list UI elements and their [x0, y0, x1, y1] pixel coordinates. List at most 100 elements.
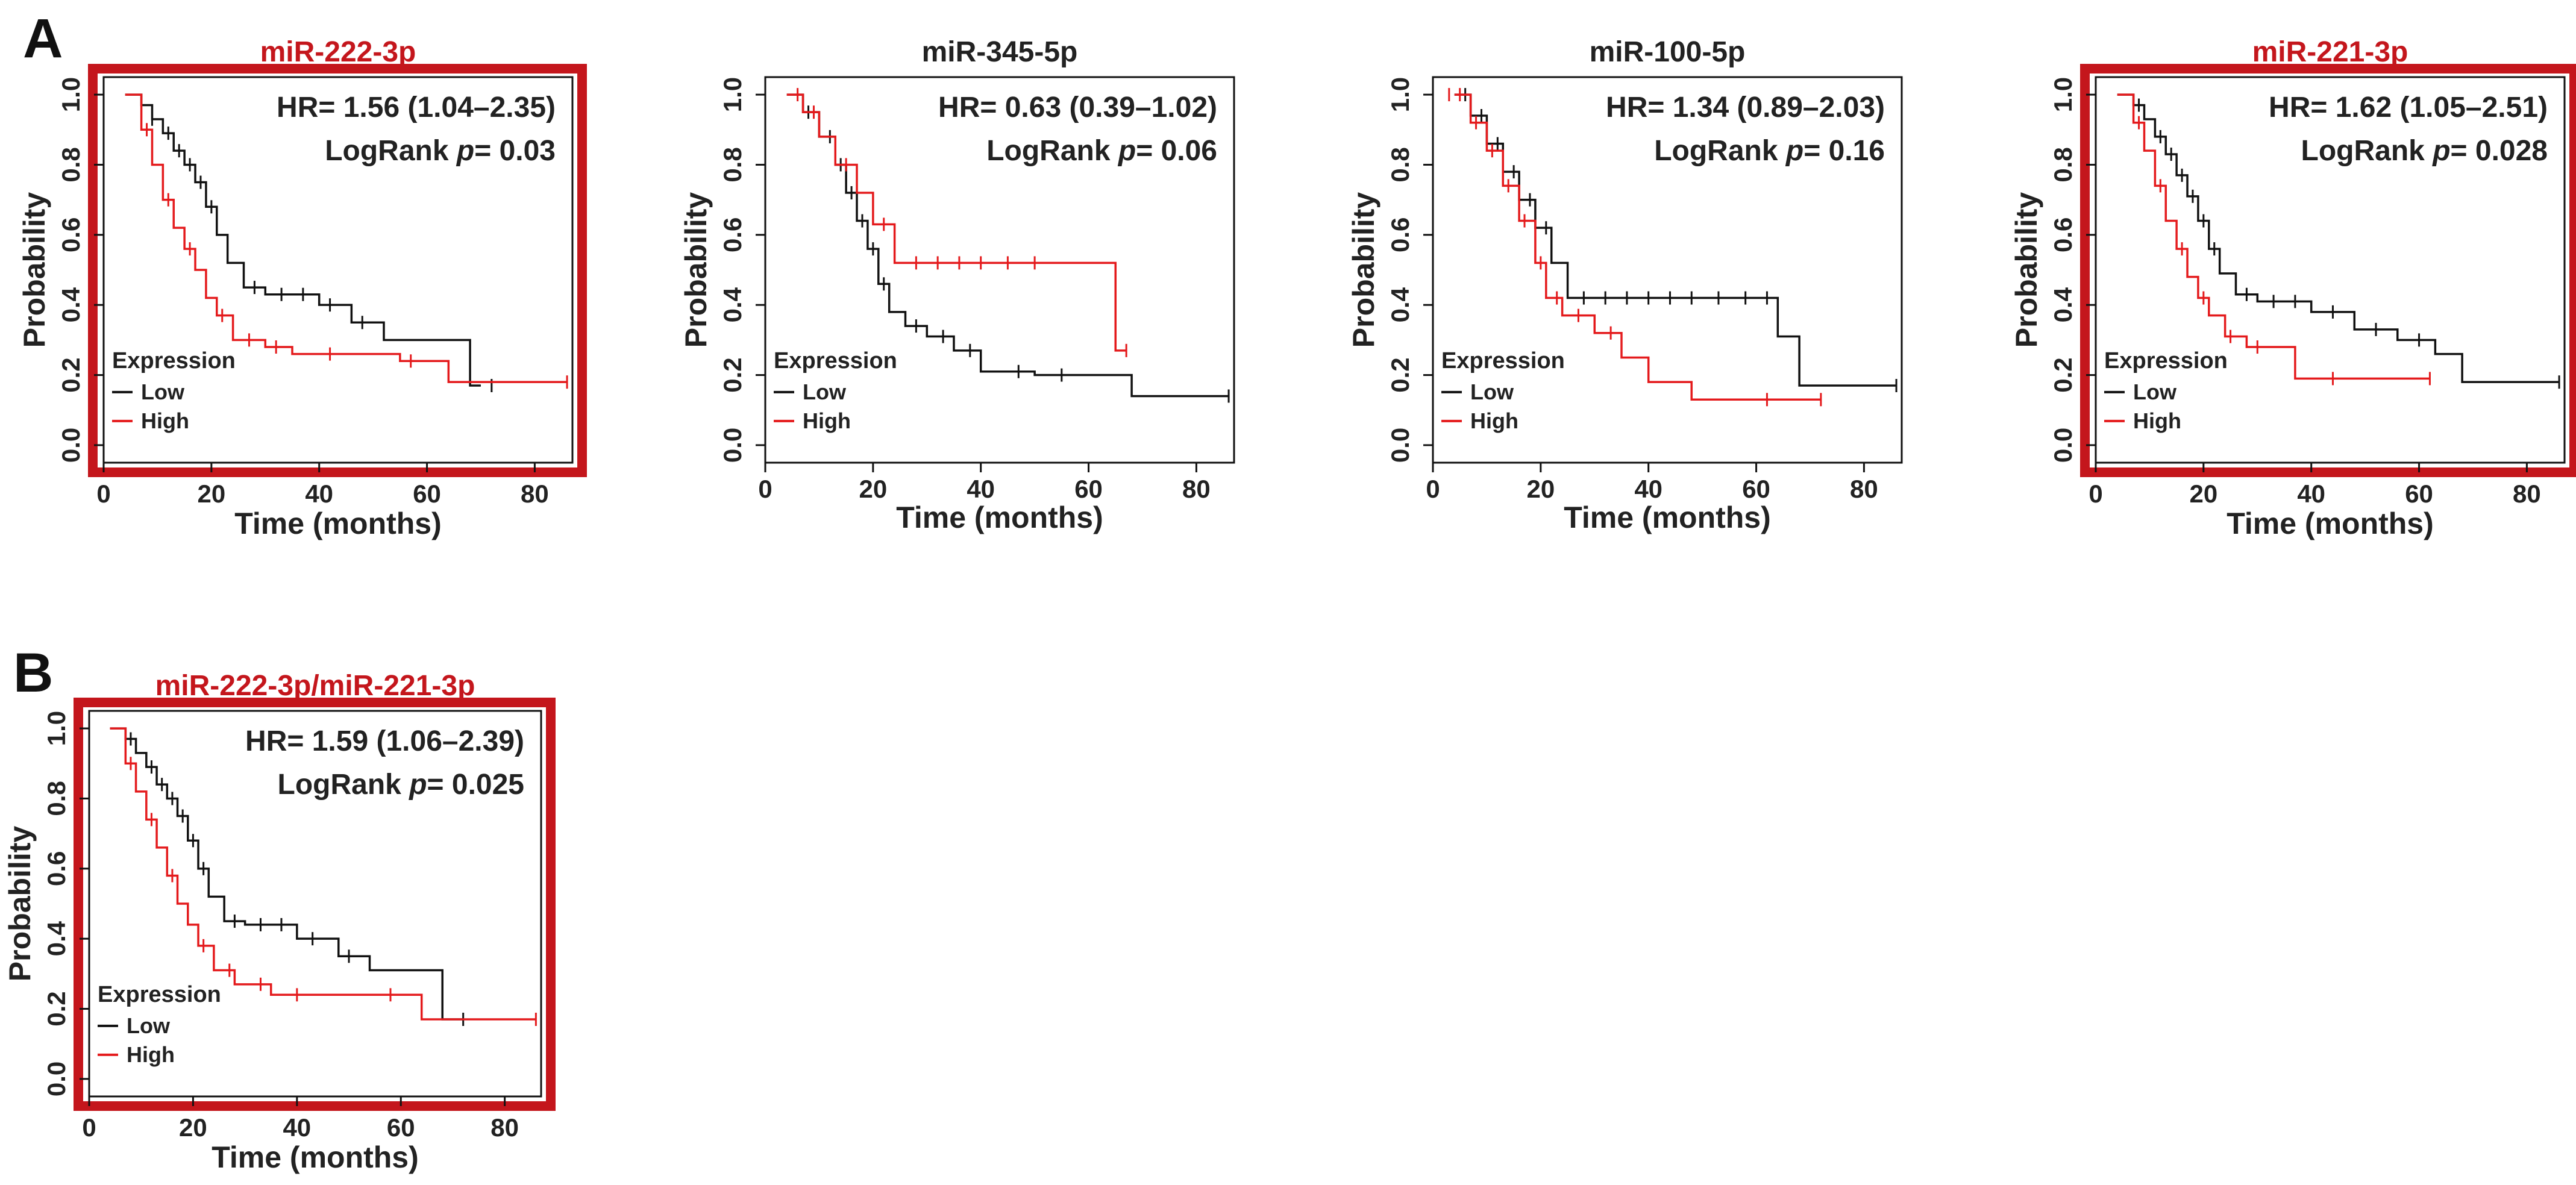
- chart-c2: miR-345-5p Time (months) Probability 0 20 40 6…: [679, 36, 1235, 534]
- legend-entry-low: Low: [2133, 380, 2177, 404]
- y-tick-label: 0.8: [1386, 147, 1414, 182]
- x-axis-title: Time (months): [896, 501, 1103, 534]
- x-tick-label: 0: [2089, 480, 2102, 508]
- p-symbol: p: [2431, 135, 2450, 167]
- hazard-ratio-label: HR= 1.62 (1.05–2.51): [2269, 92, 2548, 124]
- logrank-prefix: LogRank: [1654, 135, 1786, 167]
- highlight-frame: [74, 698, 556, 1111]
- x-tick-label: 20: [179, 1113, 207, 1142]
- y-tick-label: 1.0: [1386, 77, 1414, 112]
- logrank-prefix: LogRank: [278, 769, 410, 801]
- y-tick-label: 0.2: [57, 357, 85, 392]
- panel-label-a: A: [23, 8, 63, 69]
- y-tick-label: 0.8: [2049, 147, 2077, 182]
- y-tick-label: 0.0: [718, 428, 747, 463]
- x-tick-label: 20: [1526, 475, 1555, 503]
- survival-curve-low: [125, 93, 481, 387]
- chart-c3: miR-100-5p Time (months) Probability 0 20 40 6…: [1347, 36, 1903, 534]
- x-tick-label: 40: [1634, 475, 1662, 503]
- y-tick-label: 0.6: [718, 217, 747, 252]
- legend-title: Expression: [98, 982, 221, 1007]
- y-tick-label: 0.2: [42, 991, 71, 1026]
- plot-frame: [2095, 76, 2566, 464]
- y-tick-label: 0.0: [42, 1061, 71, 1096]
- y-tick-label: 0.0: [1386, 428, 1414, 463]
- plot-frame: [1432, 76, 1903, 464]
- p-value: = 0.028: [2451, 135, 2548, 167]
- hazard-ratio-label: HR= 1.59 (1.06–2.39): [245, 725, 524, 757]
- x-tick-label: 20: [859, 475, 887, 503]
- x-tick-label: 20: [2189, 480, 2217, 508]
- y-axis-title: Probability: [679, 192, 713, 348]
- x-tick-label: 80: [490, 1113, 519, 1142]
- y-axis-title: Probability: [2010, 192, 2043, 348]
- y-tick-label: 0.6: [1386, 217, 1414, 252]
- chart-title: miR-222-3p: [260, 36, 416, 68]
- x-tick-label: 80: [1182, 475, 1211, 503]
- x-tick-label: 20: [197, 480, 225, 508]
- y-tick-label: 1.0: [2049, 77, 2077, 112]
- survival-curve-high: [125, 93, 568, 383]
- x-tick-label: 0: [96, 480, 110, 508]
- y-tick-label: 0.6: [57, 217, 85, 252]
- y-tick-label: 0.2: [718, 357, 747, 392]
- y-tick-label: 0.8: [57, 147, 85, 182]
- chart-c1: miR-222-3p Time (months) Probability 0 20 40 6…: [17, 36, 587, 540]
- y-tick-label: 0.2: [1386, 357, 1414, 392]
- logrank-label: LogRank p= 0.025: [278, 769, 524, 801]
- y-tick-label: 0.0: [57, 428, 85, 463]
- y-tick-label: 0.8: [42, 781, 71, 816]
- x-tick-label: 60: [1742, 475, 1770, 503]
- survival-curve-high: [110, 727, 536, 1021]
- x-tick-label: 40: [305, 480, 333, 508]
- y-tick-label: 1.0: [42, 711, 71, 746]
- logrank-label: LogRank p= 0.028: [2301, 135, 2548, 167]
- x-tick-label: 0: [1426, 475, 1440, 503]
- legend-entry-high: High: [2133, 408, 2181, 433]
- y-tick-label: 0.8: [718, 147, 747, 182]
- y-tick-label: 0.0: [2049, 428, 2077, 463]
- chart-c4: miR-221-3p Time (months) Probability 0 20 40 6…: [2010, 36, 2576, 540]
- legend-title: Expression: [774, 348, 897, 374]
- y-tick-label: 0.2: [2049, 357, 2077, 392]
- y-tick-label: 0.6: [42, 851, 71, 886]
- survival-curve-high: [786, 93, 1127, 352]
- hazard-ratio-label: HR= 1.34 (0.89–2.03): [1606, 92, 1885, 124]
- y-axis-title: Probability: [1347, 192, 1380, 348]
- legend-entry-high: High: [127, 1042, 175, 1067]
- y-tick-label: 0.4: [718, 287, 747, 322]
- legend-title: Expression: [112, 348, 236, 374]
- logrank-label: LogRank p= 0.03: [325, 135, 556, 167]
- y-tick-label: 0.4: [42, 921, 71, 956]
- x-tick-label: 60: [387, 1113, 415, 1142]
- hazard-ratio-label: HR= 0.63 (0.39–1.02): [938, 92, 1217, 124]
- chart-title: miR-100-5p: [1590, 36, 1746, 68]
- highlight-frame: [2080, 64, 2576, 477]
- x-tick-label: 40: [283, 1113, 311, 1142]
- p-value: = 0.06: [1136, 135, 1217, 167]
- y-tick-label: 0.6: [2049, 217, 2077, 252]
- x-tick-label: 60: [413, 480, 441, 508]
- y-tick-label: 1.0: [57, 77, 85, 112]
- legend-entry-high: High: [141, 408, 189, 433]
- plot-frame: [764, 76, 1235, 464]
- x-tick-label: 80: [1850, 475, 1878, 503]
- logrank-prefix: LogRank: [986, 135, 1118, 167]
- x-tick-label: 0: [758, 475, 772, 503]
- x-axis-title: Time (months): [1564, 501, 1771, 534]
- x-tick-label: 40: [967, 475, 995, 503]
- x-tick-label: 0: [82, 1113, 96, 1142]
- chart-title: miR-345-5p: [922, 36, 1078, 68]
- legend-entry-low: Low: [803, 380, 847, 404]
- x-axis-title: Time (months): [2227, 507, 2434, 540]
- p-symbol: p: [456, 135, 474, 167]
- x-axis-title: Time (months): [212, 1140, 419, 1174]
- logrank-label: LogRank p= 0.16: [1654, 135, 1885, 167]
- survival-curve-high: [2117, 93, 2430, 380]
- survival-curve-low: [110, 727, 463, 1021]
- p-symbol: p: [408, 769, 427, 801]
- x-tick-label: 60: [1074, 475, 1103, 503]
- x-axis-title: Time (months): [234, 507, 442, 540]
- y-tick-label: 0.4: [1386, 287, 1414, 322]
- y-tick-label: 0.4: [57, 287, 85, 322]
